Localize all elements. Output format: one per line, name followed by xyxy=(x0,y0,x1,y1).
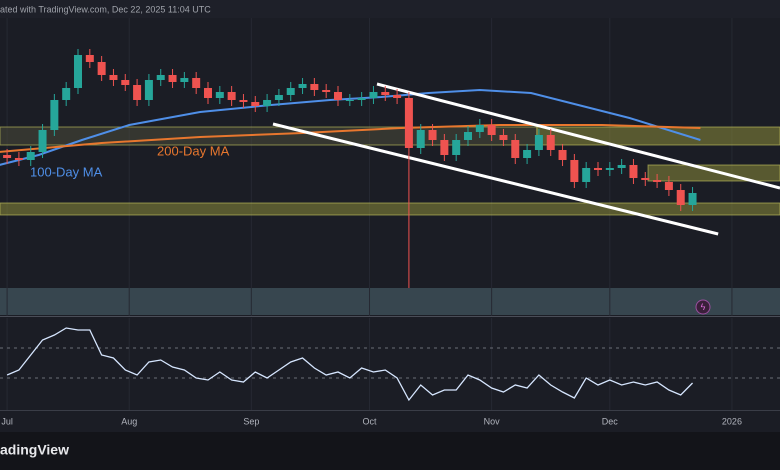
candle-body xyxy=(594,168,602,170)
candle-body xyxy=(263,100,272,106)
series-label: 100-Day MA xyxy=(30,164,103,179)
zone xyxy=(0,202,780,216)
zone xyxy=(647,164,780,182)
candle-body xyxy=(487,125,496,135)
candle-body xyxy=(664,182,673,190)
trendline xyxy=(376,82,780,190)
moving-average xyxy=(0,124,701,153)
rsi-panel xyxy=(0,318,780,410)
candle-body xyxy=(688,193,697,205)
candle-body xyxy=(641,178,650,180)
candle-body xyxy=(511,140,520,158)
candle-body xyxy=(239,100,248,102)
x-tick-label: Aug xyxy=(121,416,137,426)
series-label: 200-Day MA xyxy=(157,143,230,158)
candle-body xyxy=(3,155,12,158)
price-panel: 200-Day MA 100-Day MA xyxy=(0,18,780,316)
candle-body xyxy=(251,102,260,106)
candle-body xyxy=(345,100,354,101)
candle-body xyxy=(298,84,307,88)
logo: adingView xyxy=(0,442,69,458)
top-bar xyxy=(0,0,780,18)
candle-body xyxy=(676,190,685,205)
candle-body xyxy=(653,180,662,182)
x-tick-label: Nov xyxy=(484,416,501,426)
candle-body xyxy=(605,168,614,170)
candle-body xyxy=(546,135,555,150)
candle-body xyxy=(38,130,47,152)
x-tick-label: Sep xyxy=(243,416,259,426)
candle-body xyxy=(14,158,23,160)
support-band xyxy=(0,288,780,315)
candle-body xyxy=(310,84,319,90)
watermark: ated with TradingView.com, Dec 22, 2025 … xyxy=(0,4,211,14)
candle-body xyxy=(475,125,484,132)
candle-body xyxy=(322,90,331,92)
candle-body xyxy=(156,75,165,80)
candle-body xyxy=(629,165,638,178)
candle-body xyxy=(50,100,59,130)
candle-body xyxy=(334,92,342,100)
candle-body xyxy=(204,88,212,98)
rsi-line xyxy=(6,327,694,402)
x-tick-label: Jul xyxy=(1,416,13,426)
candle-body xyxy=(180,78,189,82)
candle-body xyxy=(26,152,35,160)
candle-body xyxy=(85,55,94,62)
candle-body xyxy=(416,130,425,148)
candle-body xyxy=(617,165,626,168)
candle-body xyxy=(192,78,201,88)
footer-bar xyxy=(0,432,780,470)
candle-body xyxy=(97,62,106,75)
candle-body xyxy=(133,85,142,100)
candle-body xyxy=(381,92,390,95)
candle-body xyxy=(227,92,236,100)
candle-body xyxy=(168,75,177,82)
candle-body xyxy=(144,80,153,100)
candle-body xyxy=(274,95,283,100)
x-tick-label: 2026 xyxy=(722,416,742,426)
x-tick-label: Oct xyxy=(363,416,378,426)
candle-body xyxy=(121,80,130,85)
candle-body xyxy=(74,55,82,88)
candle-body xyxy=(369,92,378,98)
candle-body xyxy=(499,135,508,140)
x-tick-label: Dec xyxy=(602,416,619,426)
alert-icon xyxy=(695,299,711,315)
candle-body xyxy=(452,140,461,155)
candle-body xyxy=(62,88,71,100)
moving-average xyxy=(0,88,701,166)
candle-body xyxy=(393,95,402,98)
candle-body xyxy=(440,140,449,155)
candle-body xyxy=(404,98,413,148)
x-axis: Jul Aug Sep Oct Nov Dec 2026 xyxy=(1,416,742,426)
candle-body xyxy=(464,132,472,140)
candle-body xyxy=(428,130,437,140)
candle-body xyxy=(215,92,224,98)
candle-body xyxy=(286,88,295,95)
candle-body xyxy=(570,160,579,182)
candle-body xyxy=(357,98,366,100)
trendline xyxy=(272,122,719,236)
candle-body xyxy=(582,168,591,182)
candle-body xyxy=(534,135,543,150)
alert-icon-glyph: ϟ xyxy=(701,302,706,312)
candle-body xyxy=(558,150,567,160)
candle-body xyxy=(109,75,118,80)
candle-body xyxy=(523,150,532,158)
